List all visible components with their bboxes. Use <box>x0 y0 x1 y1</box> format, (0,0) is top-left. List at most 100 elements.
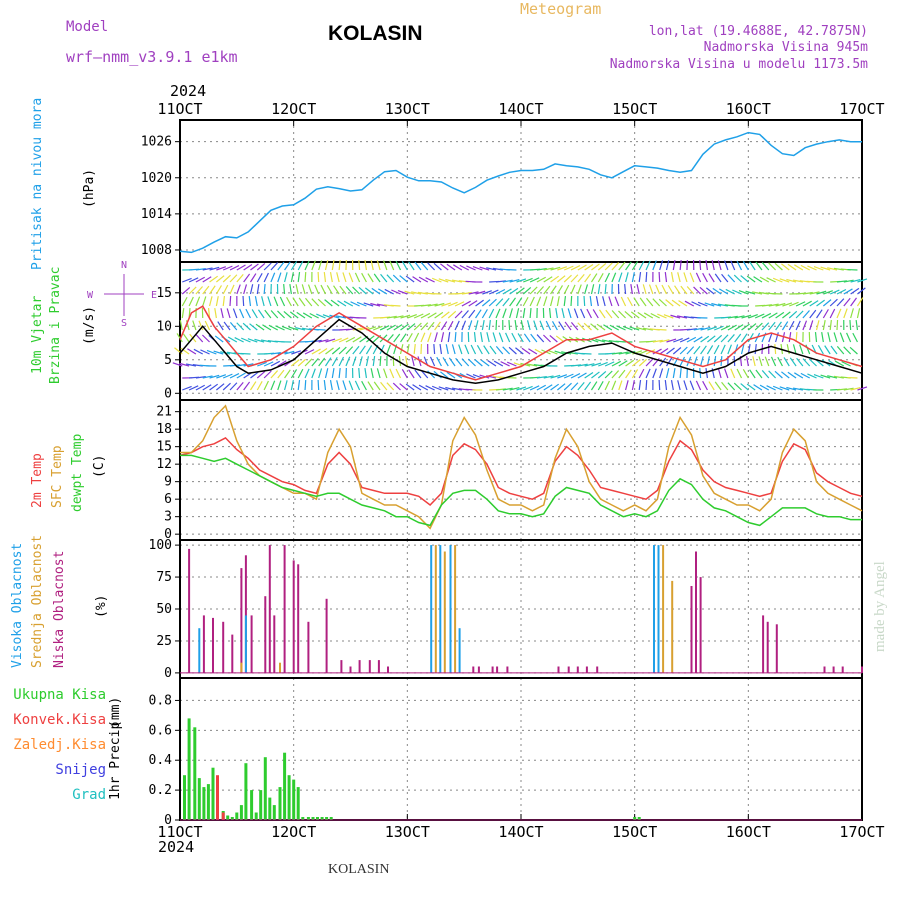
wind-barb <box>256 284 260 295</box>
wind-barb <box>843 288 853 295</box>
wind-barb <box>267 296 272 307</box>
wind-barb <box>427 262 436 271</box>
wind-barb <box>324 260 329 271</box>
wind-barb <box>658 298 667 307</box>
wind-barb <box>209 383 219 391</box>
precip-bar <box>230 817 234 820</box>
wind-barb <box>659 368 664 379</box>
y-tick-label: 10 <box>156 319 172 334</box>
wind-barb <box>659 260 664 271</box>
wind-barb <box>829 308 836 319</box>
wind-barb <box>207 307 211 319</box>
wind-barb <box>204 320 211 331</box>
wind-barb <box>401 261 408 271</box>
wind-barb <box>348 272 354 283</box>
wind-barb <box>827 375 838 379</box>
wind-barb <box>752 291 763 295</box>
wind-barb <box>788 332 792 343</box>
wind-barb <box>389 260 395 271</box>
wind-barb <box>284 350 295 355</box>
wind-barb <box>261 296 265 307</box>
wind-barb <box>383 260 388 271</box>
wind-barb <box>352 356 357 367</box>
wind-barb <box>577 273 585 283</box>
wind-barb <box>290 380 294 391</box>
wind-barb <box>536 296 542 307</box>
wind-barb <box>461 310 469 319</box>
cloud-bar <box>279 662 281 673</box>
wind-barb <box>708 273 715 283</box>
wind-barb <box>348 380 354 391</box>
wind-barb <box>521 347 531 355</box>
cloud-bar <box>454 545 457 673</box>
wind-barb <box>297 358 307 367</box>
wind-barb <box>652 368 657 379</box>
wind-barb <box>783 357 790 367</box>
wind-barb <box>658 379 661 391</box>
precip-bar <box>250 790 254 820</box>
wind-barb <box>834 360 845 367</box>
wind-barb <box>736 260 743 271</box>
wind-barb <box>741 314 752 319</box>
wind-barb <box>815 320 820 331</box>
wind-barb <box>304 379 307 391</box>
cloud-bar <box>349 666 352 673</box>
wind-barb <box>451 344 456 355</box>
precip-bar <box>221 812 225 820</box>
wind-barb <box>405 356 408 367</box>
wind-barb <box>323 379 327 391</box>
wind-barb <box>270 370 279 379</box>
wind-barb <box>816 290 827 295</box>
wind-barb <box>561 308 565 319</box>
wind-barb <box>526 320 531 331</box>
wind-barb <box>686 328 697 331</box>
wind-barb <box>624 380 629 391</box>
temperature-series-1 <box>180 404 863 530</box>
wind-barb <box>392 382 401 391</box>
wind-barb <box>616 325 626 331</box>
wind-barb <box>563 265 574 271</box>
precip-bar <box>637 817 641 820</box>
wind-barb <box>262 324 272 331</box>
wind-barb <box>794 264 804 271</box>
wind-barb <box>358 367 361 379</box>
wind-barb <box>807 265 817 271</box>
wind-barb <box>275 325 285 331</box>
wind-barb <box>324 368 329 379</box>
wind-barb <box>359 326 370 331</box>
wind-barb <box>665 368 670 379</box>
wind-barb <box>697 301 708 307</box>
wind-barb <box>595 338 606 343</box>
wind-barb <box>745 290 756 295</box>
wind-barb <box>713 334 723 343</box>
wind-barb <box>324 357 332 367</box>
wind-barb <box>295 326 306 331</box>
wind-barb <box>481 299 491 307</box>
wind-barb <box>713 356 717 367</box>
wind-barb <box>809 309 817 319</box>
wind-barb <box>442 357 449 367</box>
wind-barb <box>420 304 431 307</box>
y-tick-label: 50 <box>156 602 172 617</box>
wind-barb <box>458 344 463 355</box>
x-tick-label-top: 12OCT <box>271 100 316 118</box>
cloud-bar <box>240 662 243 673</box>
y-tick-label: 0.4 <box>149 753 173 768</box>
wind-barb <box>459 264 469 271</box>
x-tick-label-bottom: 15OCT <box>612 823 657 841</box>
wind-barb <box>176 333 183 343</box>
wind-barb <box>833 332 838 343</box>
wind-barb <box>447 320 454 331</box>
wind-barb <box>754 343 757 355</box>
precip-bar <box>226 815 230 820</box>
wind-barb <box>655 284 661 295</box>
precip-bar <box>296 787 300 820</box>
wind-barb <box>187 348 197 355</box>
wind-barb <box>412 276 422 283</box>
wind-barb <box>708 381 715 391</box>
cloud-bar <box>496 666 499 673</box>
wind-barb <box>446 263 456 271</box>
cloud-bar <box>823 666 826 673</box>
wind-barb <box>596 323 606 331</box>
wind-barb <box>254 296 258 307</box>
